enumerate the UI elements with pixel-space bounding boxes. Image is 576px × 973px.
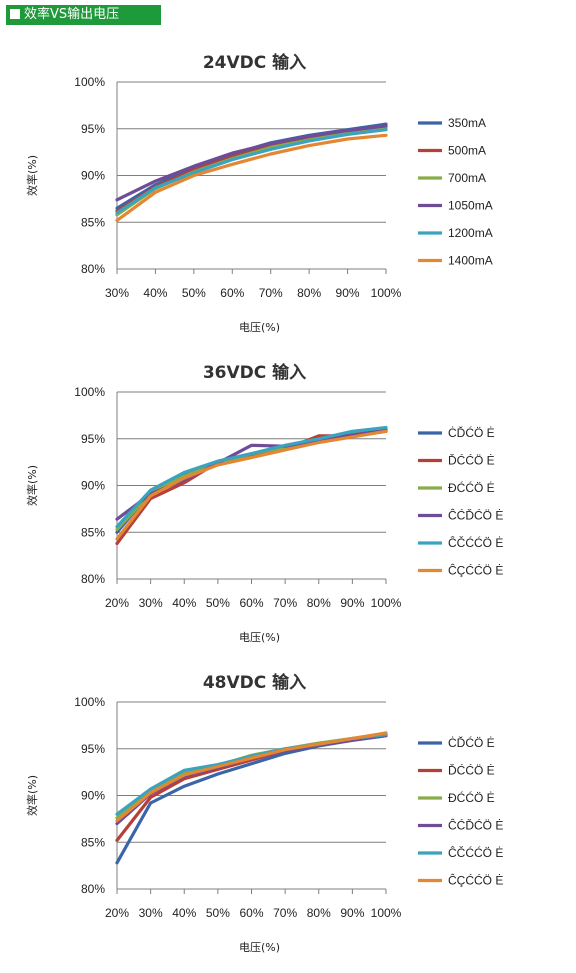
- efficiency-chart-48vdc: 48VDC 输入 80% 85% 90% 95% 100% 20% 30% 40% 50% 60% 7…: [0, 660, 576, 970]
- y-tick-label: 100%: [74, 75, 105, 89]
- chart-svg: 48VDC 输入 80% 85% 90% 95% 100% 20% 30% 40% 50% 60% 7…: [25, 672, 503, 954]
- x-tick-label: 30%: [105, 286, 129, 300]
- x-tick-label: 90%: [340, 596, 364, 610]
- chart-title: 36VDC 输入: [203, 362, 306, 383]
- x-tick-label: 80%: [297, 286, 321, 300]
- square-bullet-icon: [10, 9, 20, 19]
- y-tick-label: 95%: [81, 742, 105, 756]
- x-tick-label: 60%: [239, 596, 263, 610]
- efficiency-chart-36vdc: 36VDC 输入 80% 85% 90% 95% 100% 20% 30% 40% 50% 60% 7…: [0, 350, 576, 660]
- y-tick-label: 100%: [74, 385, 105, 399]
- y-tick-label: 90%: [81, 479, 105, 493]
- x-tick-label: 30%: [139, 906, 163, 920]
- legend-label: ĎĆĆÖ Ė: [448, 453, 495, 468]
- y-axis-label: 效率(%): [25, 155, 39, 196]
- series-line: [115, 429, 388, 541]
- series-line: [115, 732, 388, 820]
- x-tick-label: 40%: [172, 906, 196, 920]
- series-line: [115, 425, 388, 529]
- legend-label: ĊĎĆÖ Ė: [448, 735, 495, 750]
- x-tick-label: 20%: [105, 596, 129, 610]
- x-tick-label: 50%: [206, 596, 230, 610]
- x-tick-label: 30%: [139, 596, 163, 610]
- x-tick-label: 100%: [371, 596, 402, 610]
- x-tick-label: 50%: [206, 906, 230, 920]
- legend-label: 1050mA: [448, 199, 493, 213]
- x-tick-label: 60%: [220, 286, 244, 300]
- x-tick-label: 20%: [105, 906, 129, 920]
- x-axis-label: 电压(%): [239, 321, 280, 334]
- section-title: 效率VS输出电压: [24, 7, 120, 22]
- legend-label: ĐĆĆÖ Ė: [448, 790, 495, 805]
- legend-label: ĈĆĎĆÖ Ė: [448, 818, 503, 833]
- chart-svg: 36VDC 输入 80% 85% 90% 95% 100% 20% 30% 40% 50% 60% 7…: [25, 362, 503, 644]
- legend-label: 1200mA: [448, 226, 493, 240]
- legend-label: ĎĆĆÖ Ė: [448, 763, 495, 778]
- y-axis-label: 效率(%): [25, 775, 39, 816]
- series-line: [115, 122, 388, 210]
- y-tick-label: 80%: [81, 882, 105, 896]
- y-tick-label: 90%: [81, 789, 105, 803]
- legend-label: 500mA: [448, 144, 486, 158]
- x-tick-label: 70%: [273, 906, 297, 920]
- legend-label: ĈČĆĆÖ Ė: [448, 535, 503, 550]
- legend-label: 1400mA: [448, 254, 493, 268]
- series-line: [115, 428, 388, 521]
- y-tick-label: 85%: [81, 835, 105, 849]
- x-tick-label: 60%: [239, 906, 263, 920]
- legend-label: ĈÇĆĆÖ Ė: [448, 563, 503, 578]
- legend-label: ĊĎĆÖ Ė: [448, 425, 495, 440]
- x-tick-label: 90%: [340, 906, 364, 920]
- x-tick-label: 100%: [371, 286, 402, 300]
- legend-label: ĈĆĎĆÖ Ė: [448, 508, 503, 523]
- y-axis-label: 效率(%): [25, 465, 39, 506]
- y-tick-label: 85%: [81, 525, 105, 539]
- x-axis-label: 电压(%): [239, 631, 280, 644]
- series-line: [115, 731, 388, 823]
- legend-label: ĈÇĆĆÖ Ė: [448, 873, 503, 888]
- efficiency-chart-24vdc: 24VDC 输入 80% 85% 90% 95% 100% 30% 40% 50% 60% 70% 8…: [0, 40, 576, 350]
- x-tick-label: 50%: [182, 286, 206, 300]
- legend-label: ĐĆĆÖ Ė: [448, 480, 495, 495]
- series-line: [115, 124, 388, 202]
- y-tick-label: 80%: [81, 262, 105, 276]
- section-header: 效率VS输出电压: [6, 5, 161, 25]
- x-axis-label: 电压(%): [239, 941, 280, 954]
- y-tick-label: 95%: [81, 122, 105, 136]
- x-tick-label: 90%: [336, 286, 360, 300]
- chart-svg: 24VDC 输入 80% 85% 90% 95% 100% 30% 40% 50% 60% 70% 8…: [25, 52, 493, 334]
- x-tick-label: 80%: [307, 906, 331, 920]
- y-tick-label: 100%: [74, 695, 105, 709]
- x-tick-label: 100%: [371, 906, 402, 920]
- chart-title: 24VDC 输入: [203, 52, 306, 73]
- series-line: [115, 733, 388, 816]
- legend-label: 350mA: [448, 116, 486, 130]
- x-tick-label: 40%: [172, 596, 196, 610]
- chart-title: 48VDC 输入: [203, 672, 306, 693]
- x-tick-label: 70%: [273, 596, 297, 610]
- x-tick-label: 80%: [307, 596, 331, 610]
- y-tick-label: 80%: [81, 572, 105, 586]
- y-tick-label: 95%: [81, 432, 105, 446]
- legend-label: 700mA: [448, 171, 486, 185]
- series-line: [115, 133, 388, 222]
- y-tick-label: 85%: [81, 215, 105, 229]
- legend-label: ĈČĆĆÖ Ė: [448, 845, 503, 860]
- y-tick-label: 90%: [81, 169, 105, 183]
- series-line: [115, 128, 388, 215]
- x-tick-label: 40%: [143, 286, 167, 300]
- x-tick-label: 70%: [259, 286, 283, 300]
